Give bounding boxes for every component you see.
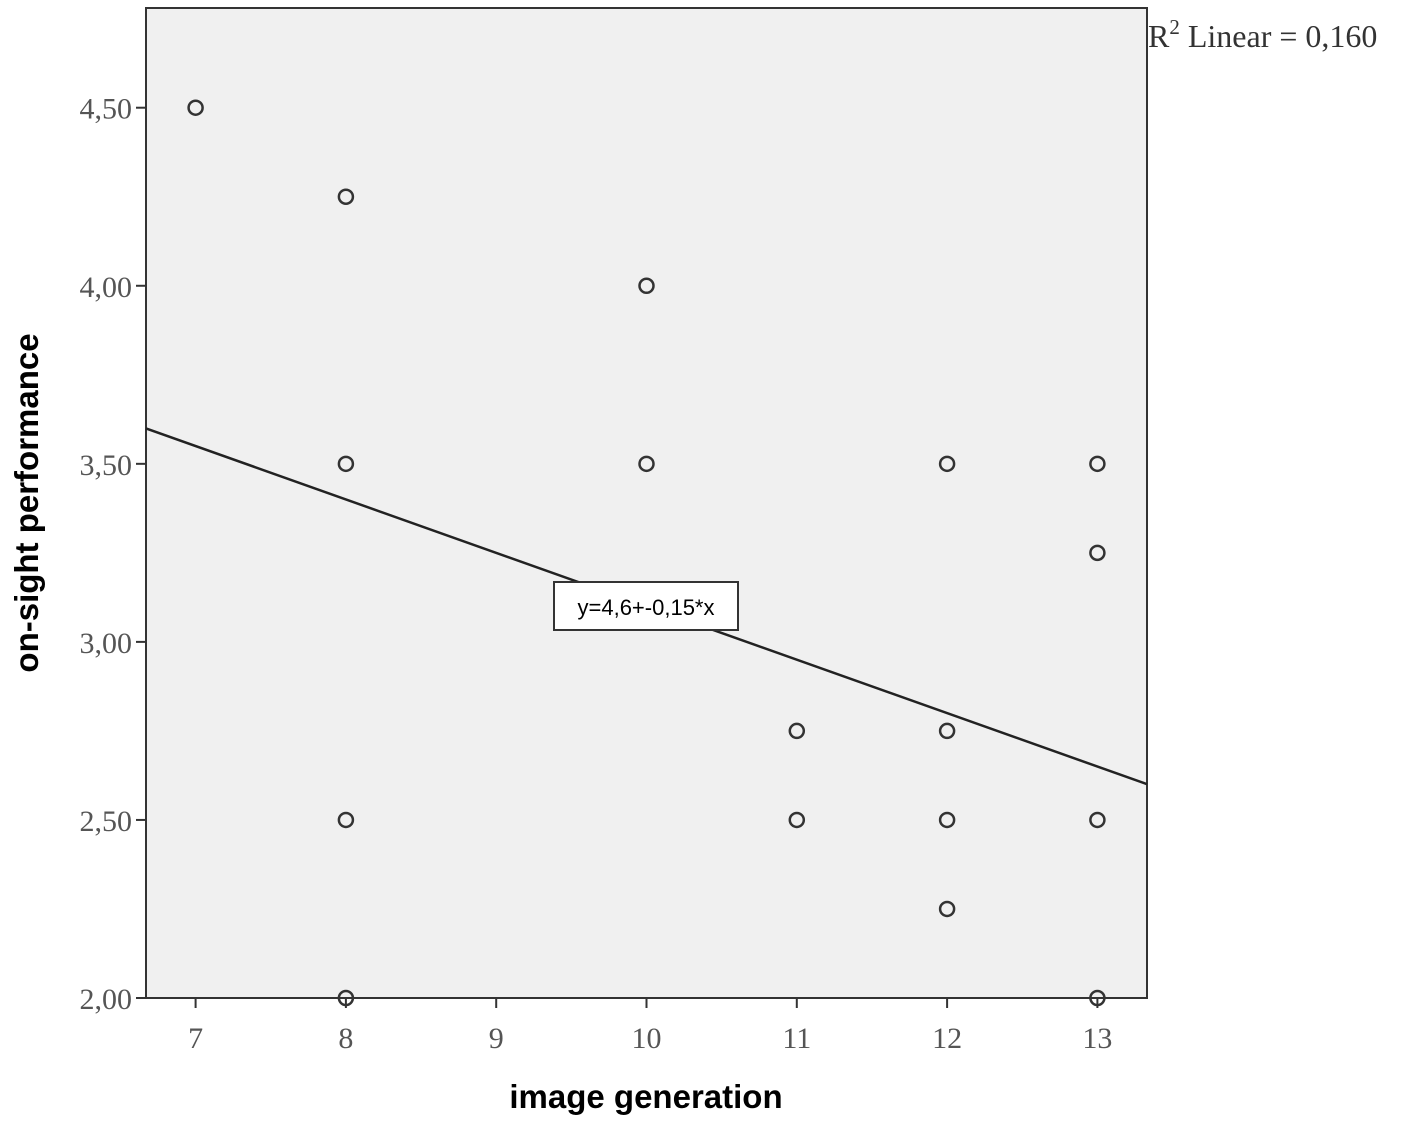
data-point [337,455,355,473]
r-squared-prefix: R [1148,18,1170,54]
y-axis: 2,00 2,50 3,00 3,50 4,00 4,50 [80,93,146,1016]
x-tick-label: 10 [632,1022,662,1055]
data-point [638,277,655,295]
data-point [938,900,956,918]
data-point [638,455,655,473]
data-point [187,99,204,116]
r-squared-label: R2 Linear = 0,160 [1148,15,1377,54]
y-tick-label: 2,00 [80,983,133,1016]
r-squared-superscript: 2 [1169,15,1180,39]
x-tick-label: 9 [489,1022,504,1055]
data-point [788,811,806,829]
x-tick-label: 8 [338,1022,353,1055]
y-tick-label: 4,50 [80,93,133,126]
plot-area [145,7,1148,999]
y-tick-label: 3,00 [80,627,133,660]
fit-equation-frame [553,581,739,631]
data-point [337,811,355,829]
r-squared-text: Linear = 0,160 [1180,18,1378,54]
data-point [337,188,355,205]
data-point [938,722,956,740]
data-point [788,722,806,740]
x-axis: 7 8 9 10 11 12 13 [188,998,1112,1055]
data-point [938,455,956,473]
x-tick-label: 7 [188,1022,203,1055]
data-point [337,989,355,1007]
y-axis-title: on-sight performance [8,333,45,672]
data-point [1089,455,1106,473]
y-tick-label: 4,00 [80,271,133,304]
fit-equation-box: y=4,6+-0,15*x [553,581,739,631]
x-tick-label: 13 [1082,1022,1112,1055]
x-axis-title: image generation [509,1078,782,1115]
x-tick-label: 11 [782,1022,811,1055]
y-tick-label: 3,50 [80,449,133,482]
y-tick-label: 2,50 [80,805,133,838]
data-point [1089,544,1106,562]
data-point [938,811,956,829]
data-point [1089,989,1106,1007]
x-tick-label: 12 [932,1022,962,1055]
fit-equation-label: y=4,6+-0,15*x [578,595,715,620]
data-points [187,99,1106,1007]
data-point [1089,811,1106,829]
